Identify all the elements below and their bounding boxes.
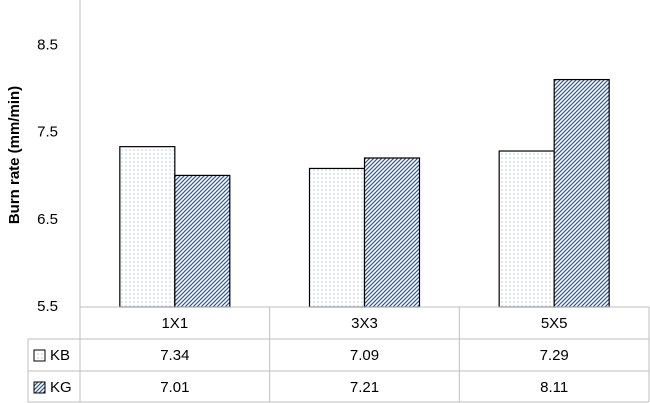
data-label: 8.11: [540, 379, 568, 396]
y-tick-label: 7.5: [37, 124, 58, 141]
x-tick-label: 5X5: [541, 315, 568, 332]
bar: [498, 150, 555, 308]
y-tick-label: 8.5: [37, 37, 58, 54]
legend-swatch: [33, 381, 46, 394]
bar: [308, 167, 366, 308]
bar: [363, 157, 421, 308]
data-label: 7.09: [350, 347, 379, 364]
legend-label: KB: [50, 347, 70, 364]
y-tick-label: 6.5: [37, 211, 58, 228]
data-label: 7.34: [160, 347, 189, 364]
legend-swatch: [33, 349, 46, 362]
y-axis-label: Burn rate (mm/min): [6, 86, 23, 224]
bar: [174, 174, 231, 308]
legend-label: KG: [50, 379, 72, 396]
data-label: 7.29: [540, 347, 569, 364]
bar: [553, 78, 610, 308]
bar: [119, 146, 176, 308]
data-label: 7.01: [160, 379, 189, 396]
x-tick-label: 1X1: [161, 315, 188, 332]
x-tick-label: 3X3: [351, 315, 378, 332]
y-tick-label: 5.5: [37, 298, 58, 315]
data-label: 7.21: [350, 379, 379, 396]
